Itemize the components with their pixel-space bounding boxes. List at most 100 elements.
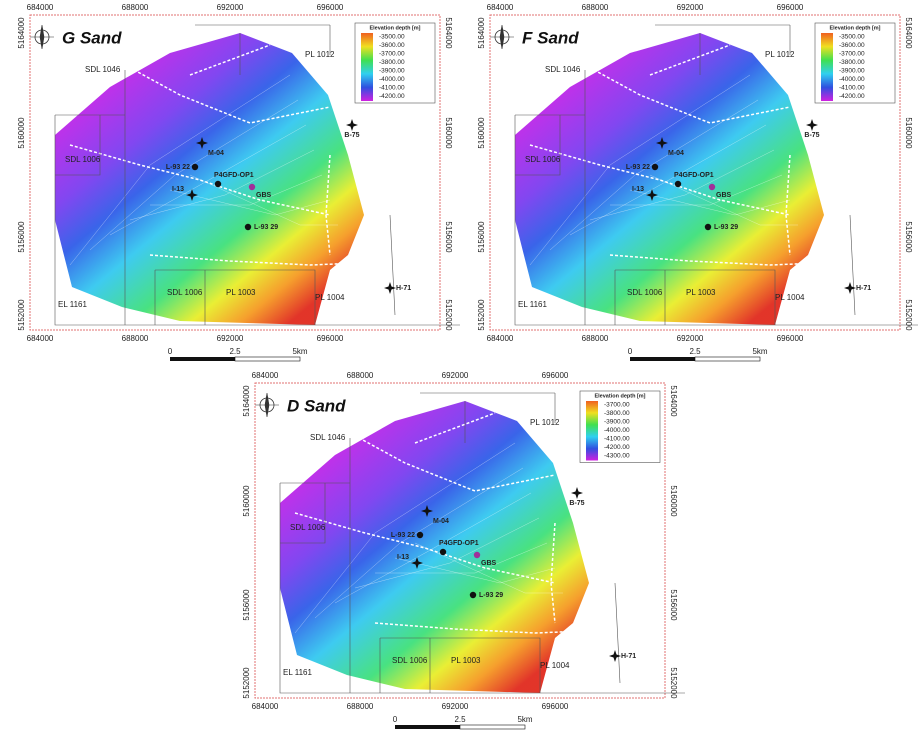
block-label: PL 1012 bbox=[530, 418, 560, 427]
legend-label: -4100.00 bbox=[379, 85, 405, 92]
scale-label: 0 bbox=[168, 347, 173, 356]
scale-label: 2.5 bbox=[454, 715, 466, 724]
well-label: M-04 bbox=[208, 150, 224, 157]
scale-bar bbox=[460, 725, 525, 729]
y-tick-label: 5164000 bbox=[17, 17, 26, 49]
legend-colorbar bbox=[586, 401, 598, 461]
y-tick-label: 5160000 bbox=[17, 117, 26, 149]
well-label: H-71 bbox=[856, 285, 871, 292]
scale-label: 5km bbox=[752, 347, 767, 356]
x-tick-label: 692000 bbox=[677, 334, 704, 343]
x-tick-label: 684000 bbox=[27, 3, 54, 12]
legend-label: -4000.00 bbox=[839, 76, 865, 83]
x-tick-label: 696000 bbox=[317, 3, 344, 12]
block-label: PL 1012 bbox=[305, 50, 335, 59]
legend-label: -3700.00 bbox=[604, 402, 630, 409]
legend-label: -3600.00 bbox=[839, 42, 865, 49]
legend-title: Elevation depth [m] bbox=[369, 25, 420, 31]
panel-title: D Sand bbox=[287, 396, 346, 415]
well-label: I-13 bbox=[397, 554, 409, 561]
block-label: PL 1004 bbox=[775, 293, 805, 302]
well-marker bbox=[675, 181, 681, 187]
well-label: I-13 bbox=[172, 186, 184, 193]
legend-label: -4200.00 bbox=[839, 93, 865, 100]
y-tick-label: 5156000 bbox=[17, 221, 26, 253]
legend-title: Elevation depth [m] bbox=[829, 25, 880, 31]
scale-bar bbox=[170, 357, 235, 361]
y-tick-label: 5160000 bbox=[477, 117, 486, 149]
legend-label: -3500.00 bbox=[839, 34, 865, 41]
well-marker bbox=[249, 184, 255, 190]
block-label: PL 1003 bbox=[226, 288, 256, 297]
y-tick-label: 5156000 bbox=[477, 221, 486, 253]
x-tick-label: 688000 bbox=[122, 3, 149, 12]
well-label: L-93 22 bbox=[166, 164, 190, 171]
scale-bar bbox=[630, 357, 695, 361]
well-marker bbox=[652, 164, 658, 170]
well-label: P4GFD-OP1 bbox=[439, 540, 479, 547]
block-label: EL 1161 bbox=[518, 300, 547, 309]
legend-label: -3800.00 bbox=[604, 410, 630, 417]
well-marker bbox=[440, 549, 446, 555]
legend-label: -4100.00 bbox=[839, 85, 865, 92]
well-label: B-75 bbox=[569, 500, 584, 507]
legend-label: -4100.00 bbox=[604, 436, 630, 443]
x-tick-label: 696000 bbox=[777, 3, 804, 12]
legend-label: -3700.00 bbox=[379, 51, 405, 58]
legend-colorbar bbox=[821, 33, 833, 101]
x-tick-label: 692000 bbox=[217, 334, 244, 343]
x-tick-label: 688000 bbox=[582, 334, 609, 343]
y-tick-label: 5160000 bbox=[242, 485, 251, 517]
block-label: SDL 1006 bbox=[167, 288, 203, 297]
y-tick-label: 5160000 bbox=[669, 485, 678, 517]
x-tick-label: 696000 bbox=[777, 334, 804, 343]
legend-label: -4000.00 bbox=[604, 427, 630, 434]
scale-label: 0 bbox=[628, 347, 633, 356]
x-tick-label: 688000 bbox=[347, 702, 374, 711]
legend-label: -3700.00 bbox=[839, 51, 865, 58]
scale-label: 2.5 bbox=[229, 347, 241, 356]
x-tick-label: 692000 bbox=[217, 3, 244, 12]
well-label: P4GFD-OP1 bbox=[214, 172, 254, 179]
well-marker bbox=[470, 592, 476, 598]
y-tick-label: 5160000 bbox=[904, 117, 913, 149]
well-label: I-13 bbox=[632, 186, 644, 193]
block-label: PL 1004 bbox=[540, 661, 570, 670]
well-label: GBS bbox=[481, 560, 497, 567]
x-tick-label: 696000 bbox=[317, 334, 344, 343]
block-label: SDL 1006 bbox=[65, 155, 101, 164]
map-panel: G SandElevation depth [m]-3500.00-3600.0… bbox=[17, 3, 460, 361]
legend-label: -4300.00 bbox=[604, 453, 630, 460]
well-label: M-04 bbox=[668, 150, 684, 157]
y-tick-label: 5164000 bbox=[477, 17, 486, 49]
well-label: H-71 bbox=[396, 285, 411, 292]
scale-label: 5km bbox=[292, 347, 307, 356]
well-marker bbox=[192, 164, 198, 170]
legend-label: -3800.00 bbox=[379, 59, 405, 66]
x-tick-label: 684000 bbox=[252, 371, 279, 380]
block-label: EL 1161 bbox=[283, 668, 312, 677]
legend-label: -3500.00 bbox=[379, 34, 405, 41]
well-marker bbox=[245, 224, 251, 230]
y-tick-label: 5156000 bbox=[242, 589, 251, 621]
x-tick-label: 696000 bbox=[542, 702, 569, 711]
well-label: L-93 29 bbox=[714, 224, 738, 231]
well-marker bbox=[474, 552, 480, 558]
legend-label: -3900.00 bbox=[604, 419, 630, 426]
well-marker bbox=[709, 184, 715, 190]
x-tick-label: 692000 bbox=[442, 702, 469, 711]
well-label: L-93 29 bbox=[254, 224, 278, 231]
y-tick-label: 5152000 bbox=[904, 299, 913, 331]
y-tick-label: 5156000 bbox=[444, 221, 453, 253]
scale-bar bbox=[395, 725, 460, 729]
block-label: PL 1004 bbox=[315, 293, 345, 302]
block-label: PL 1003 bbox=[686, 288, 716, 297]
legend-label: -4200.00 bbox=[379, 93, 405, 100]
x-tick-label: 684000 bbox=[487, 334, 514, 343]
x-tick-label: 692000 bbox=[442, 371, 469, 380]
y-tick-label: 5152000 bbox=[17, 299, 26, 331]
scale-bar bbox=[235, 357, 300, 361]
x-tick-label: 692000 bbox=[677, 3, 704, 12]
x-tick-label: 696000 bbox=[542, 371, 569, 380]
